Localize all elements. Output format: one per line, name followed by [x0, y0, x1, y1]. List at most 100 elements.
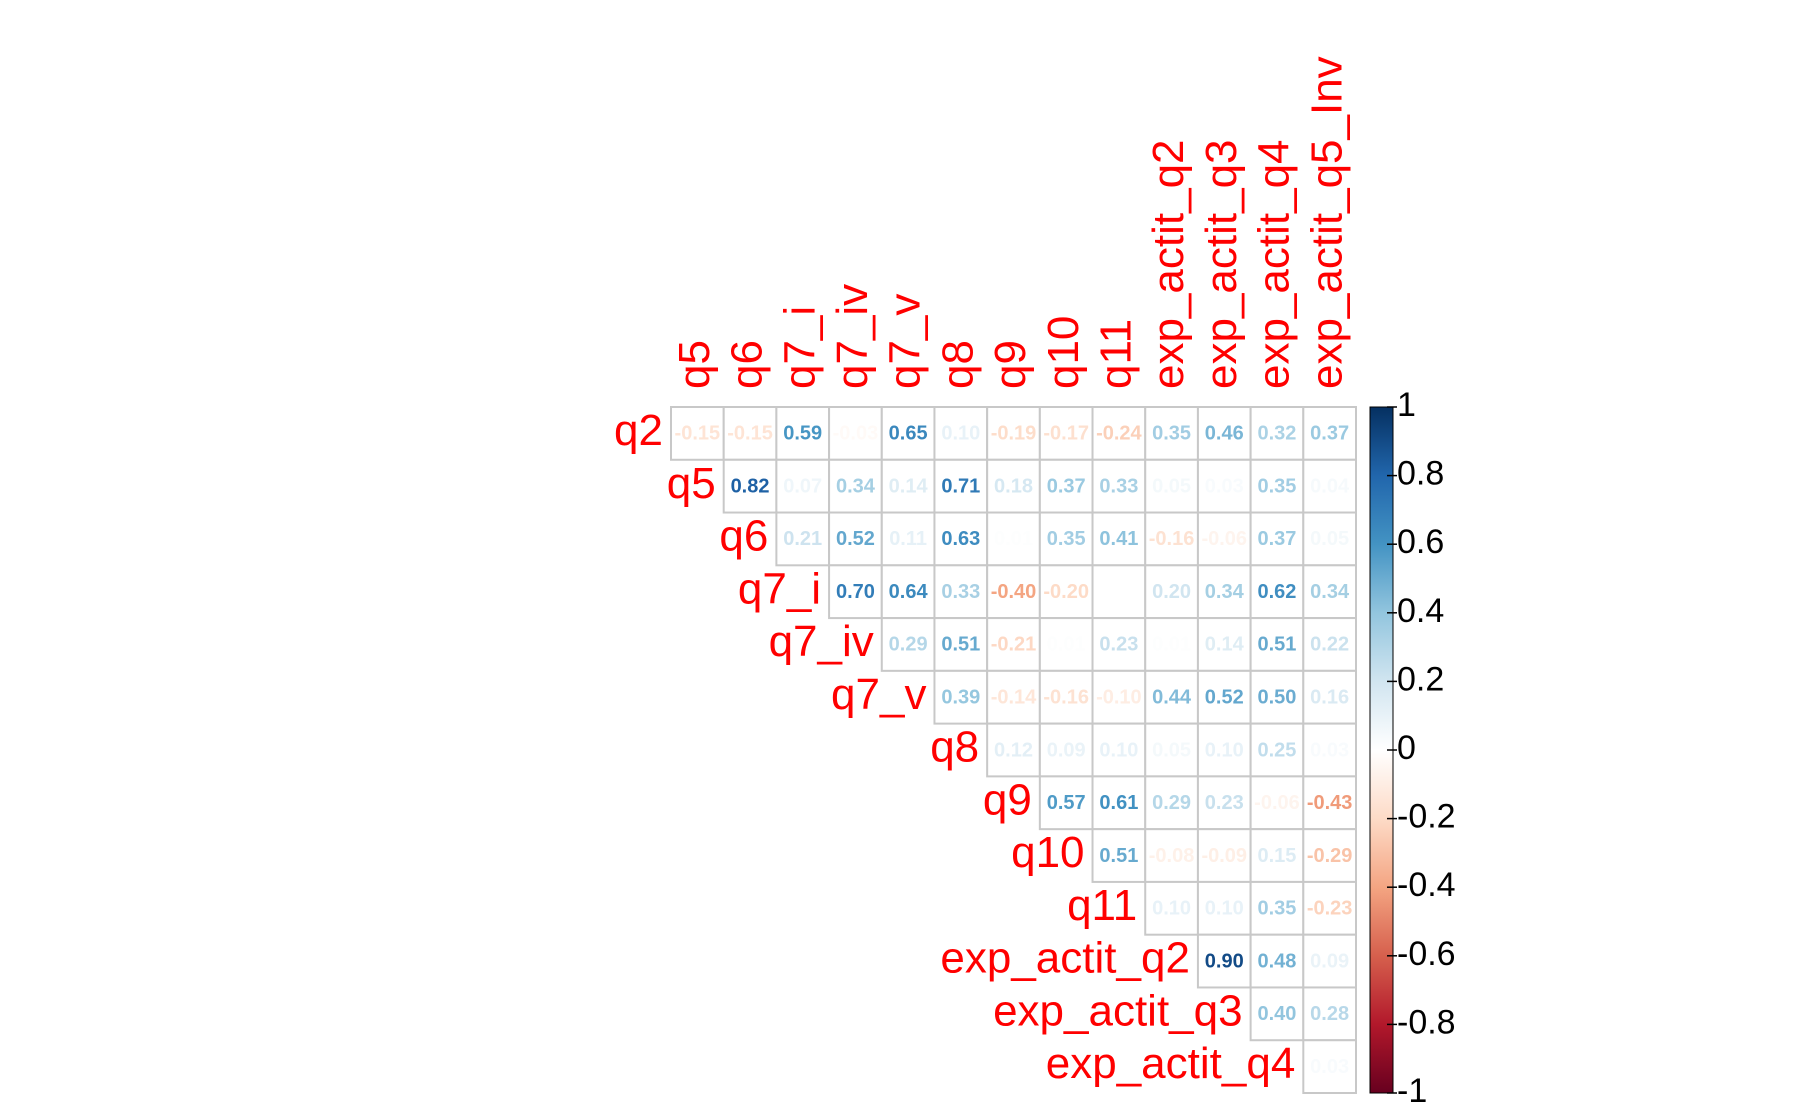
cell: [986, 617, 1041, 672]
cell-value: -0.43: [1307, 792, 1353, 814]
cell-value: -0.06: [1201, 528, 1247, 550]
cell: [828, 458, 883, 514]
column-label: q11: [1092, 319, 1141, 389]
cell: [1196, 458, 1252, 514]
cell: [1302, 511, 1358, 567]
colorbar-tick-label: 0.6: [1397, 523, 1444, 561]
cell: [1144, 880, 1199, 936]
cell: [1144, 458, 1199, 514]
column-label: q6: [723, 340, 772, 389]
cell-value: 0.10: [941, 423, 980, 445]
cell-value: 0.40: [1257, 1003, 1296, 1025]
cell-value: 0.62: [1257, 581, 1296, 603]
cell: [1091, 775, 1147, 831]
colorbar-tick-label: -0.6: [1397, 935, 1456, 973]
cell: [828, 564, 883, 620]
cell-value: 0.14: [889, 475, 929, 497]
cell-value: -0.23: [1307, 898, 1353, 920]
cell-value: 0.65: [889, 423, 928, 445]
cell: [1196, 775, 1252, 831]
colorbar-tick-label: -1: [1397, 1072, 1427, 1110]
cell: [1249, 722, 1305, 778]
cell: [1302, 828, 1358, 883]
cell: [670, 406, 725, 461]
cell-value: 0.90: [1205, 950, 1244, 972]
cell-value: 0.10: [1205, 898, 1244, 920]
row-label: exp_actit_q3: [993, 986, 1243, 1035]
cell-value: 0.59: [783, 423, 822, 445]
cell: [1091, 828, 1147, 883]
cell: [1249, 617, 1305, 672]
cell-value: 0.52: [1205, 687, 1244, 709]
cell-value: -0.03: [833, 423, 879, 445]
cell: [1302, 564, 1358, 620]
column-label: q8: [933, 340, 982, 389]
cell-value: 0.64: [889, 581, 929, 603]
cell: [1091, 669, 1147, 725]
row-label: q2: [614, 406, 663, 455]
cell-value: -0.21: [991, 634, 1037, 656]
column-label: q7_i: [775, 306, 824, 389]
cell-value: 0.51: [1257, 634, 1296, 656]
cell-value: 0.15: [1257, 845, 1296, 867]
cell-value: 0.33: [1099, 475, 1138, 497]
cell: [933, 617, 989, 672]
colorbar-tick-label: 0: [1397, 729, 1416, 767]
cell: [1038, 406, 1094, 461]
cell: [722, 458, 778, 514]
cell-value: 0.05: [1152, 739, 1191, 761]
cell-value: 0.51: [941, 634, 980, 656]
cell-value: 0.35: [1152, 423, 1191, 445]
cell: [1249, 406, 1305, 461]
row-label: exp_actit_q4: [1046, 1039, 1296, 1088]
row-label: q7_iv: [769, 617, 874, 666]
cell: [1144, 775, 1199, 831]
cell-value: 0.57: [1047, 792, 1086, 814]
colorbar-tick-label: -0.4: [1397, 866, 1456, 904]
cell: [1196, 828, 1252, 883]
cell-value: 0.29: [1152, 792, 1191, 814]
cell-value: 0.37: [1047, 475, 1086, 497]
column-label: q7_iv: [828, 284, 877, 389]
cell-value: 0.71: [941, 475, 980, 497]
cell: [1302, 880, 1358, 936]
cell-value: -0.09: [1201, 845, 1247, 867]
column-label: q7_v: [881, 294, 930, 389]
column-label: exp_actit_q5_Inv: [1302, 56, 1351, 389]
cell: [1091, 564, 1147, 620]
cell-value: -0.16: [1149, 528, 1195, 550]
column-label: exp_actit_q2: [1144, 139, 1193, 389]
cell-value: 0.10: [1205, 739, 1244, 761]
colorbar-tick-label: 0.4: [1397, 592, 1444, 630]
cell-value: 0.39: [941, 687, 980, 709]
row-label: q9: [983, 775, 1032, 824]
cell-value: 0.01: [1152, 634, 1191, 656]
column-label: q5: [670, 340, 719, 389]
cell: [1196, 933, 1252, 989]
cell-value: 0.23: [1099, 634, 1138, 656]
cell-value: -0.16: [1043, 687, 1089, 709]
row-label: q7_v: [831, 670, 926, 719]
cell-value: 0.01: [994, 528, 1033, 550]
cell-value: 0.10: [1099, 739, 1138, 761]
cell-value: 0.37: [1257, 528, 1296, 550]
cell: [1249, 775, 1305, 831]
cell: [828, 511, 883, 567]
cell-value: -0.06: [1254, 792, 1300, 814]
row-label: q5: [667, 459, 716, 508]
row-label: q10: [1011, 828, 1084, 877]
cell-value: 0.22: [1310, 634, 1349, 656]
cell: [1144, 406, 1199, 461]
cell-value: 0.51: [1099, 845, 1138, 867]
cell: [1038, 511, 1094, 567]
colorbar-tick-label: 1: [1397, 386, 1416, 424]
cell-value: -0.20: [1043, 581, 1089, 603]
cell-value: 0.14: [1205, 634, 1245, 656]
cell-value: -0.17: [1043, 423, 1089, 445]
cell: [1038, 617, 1094, 672]
cell: [986, 458, 1041, 514]
cell: [1196, 722, 1252, 778]
colorbar-tick-label: -0.2: [1397, 798, 1456, 836]
cell-value: 0.63: [941, 528, 980, 550]
